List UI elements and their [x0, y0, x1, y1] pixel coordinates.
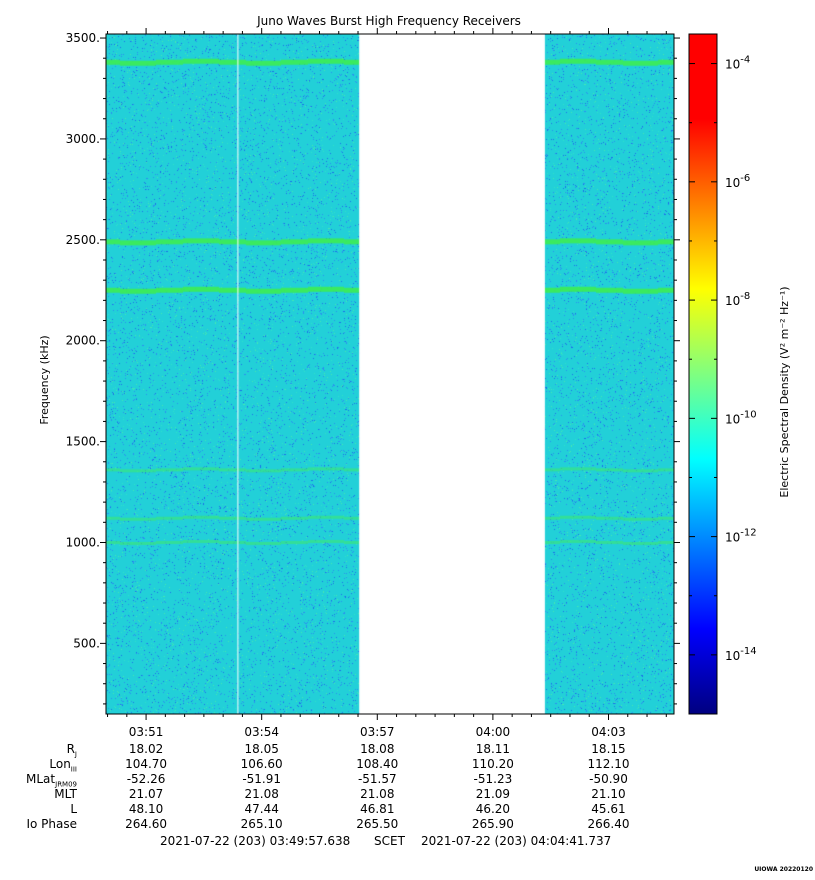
colorbar-label: Electric Spectral Density (V² m⁻² Hz⁻¹)	[778, 286, 791, 497]
chart-title: Juno Waves Burst High Frequency Receiver…	[256, 14, 521, 28]
ephemeris-value: -51.91	[242, 772, 282, 786]
x-axis: 03:51 03:54 03:57 04:00 04:03	[107, 28, 667, 739]
y-tick-label: 500.	[73, 636, 100, 650]
colorbar-axis: 10-4 10-6 10-8 10-10 10-12 10-14	[689, 55, 757, 715]
y-axis-label: Frequency (kHz)	[38, 335, 51, 424]
ephemeris-value: 18.05	[244, 742, 279, 756]
x-tick-label: 03:51	[129, 725, 164, 739]
colorbar	[688, 33, 718, 715]
ephemeris-value: 21.07	[128, 787, 164, 801]
ephemeris-value: 45.61	[591, 802, 626, 816]
x-tick-label: 03:57	[360, 725, 395, 739]
ephemeris-value: -50.90	[589, 772, 628, 786]
ephemeris-value: 108.40	[356, 757, 399, 771]
y-tick-label: 1500.	[66, 435, 100, 449]
ephemeris-value: 21.08	[360, 787, 395, 801]
y-tick-label: 2500.	[66, 233, 100, 247]
ephemeris-value: 265.90	[471, 817, 514, 831]
ephemeris-label: LonIII	[49, 757, 77, 774]
colorbar-tick-label: 10-12	[725, 528, 757, 545]
x-tick-label: 04:03	[591, 725, 626, 739]
y-tick-label: 1000.	[66, 535, 100, 549]
ephemeris-value: 21.10	[591, 787, 626, 801]
y-tick-label: 3000.	[66, 132, 100, 146]
spectrogram-pixels	[106, 34, 674, 714]
x-tick-label: 03:54	[244, 725, 279, 739]
ephemeris-value: 46.81	[360, 802, 395, 816]
ephemeris-value: -51.57	[357, 772, 397, 786]
time-span-end: 2021-07-22 (203) 04:04:41.737	[421, 834, 612, 848]
x-tick-label: 04:00	[476, 725, 511, 739]
colorbar-tick-label: 10-6	[725, 173, 750, 190]
ephemeris-label: MLT	[54, 787, 77, 801]
ephemeris-value: -52.26	[126, 772, 166, 786]
ephemeris-value: 264.60	[125, 817, 168, 831]
ephemeris-label: L	[70, 802, 77, 816]
ephemeris-value: 112.10	[587, 757, 630, 771]
plot-frame	[105, 33, 675, 715]
colorbar-tick-label: 10-4	[725, 55, 750, 72]
time-span-start: 2021-07-22 (203) 03:49:57.638	[160, 834, 351, 848]
ephemeris-value: 46.20	[475, 802, 511, 816]
ephemeris-value: 110.20	[471, 757, 514, 771]
ephemeris-label: MLatJRM09	[26, 772, 77, 789]
ephemeris-label: RJ	[66, 742, 77, 759]
y-tick-label: 2000.	[66, 334, 100, 348]
colorbar-tick-label: 10-14	[725, 646, 757, 663]
time-span-scet: SCET	[374, 834, 405, 848]
ephemeris-value: 265.10	[240, 817, 283, 831]
ephemeris-value: 18.11	[475, 742, 511, 756]
colorbar-tick-label: 10-8	[725, 291, 750, 308]
spectrogram-image	[106, 34, 674, 714]
y-axis: 500. 1000. 1500. 2000. 2500. 3000. 3500.	[66, 31, 680, 705]
ephemeris-value: 18.08	[360, 742, 395, 756]
ephemeris-value: 48.10	[128, 802, 164, 816]
ephemeris-value: -51.23	[473, 772, 513, 786]
ephemeris-value: 21.09	[475, 787, 511, 801]
ephemeris-value: 18.02	[128, 742, 164, 756]
ephemeris-value: 47.44	[244, 802, 279, 816]
ephemeris-value: 106.60	[240, 757, 283, 771]
ephemeris-value: 265.50	[356, 817, 399, 831]
ephemeris-value: 104.70	[125, 757, 168, 771]
ephemeris-label: Io Phase	[26, 817, 77, 831]
ephemeris-value: 266.40	[587, 817, 630, 831]
footer-stamp: UIOWA 20220120	[754, 866, 813, 873]
y-tick-label: 3500.	[66, 31, 100, 45]
ephemeris-value: 18.15	[591, 742, 626, 756]
colorbar-tick-label: 10-10	[725, 409, 757, 426]
ephemeris-value: 21.08	[244, 787, 279, 801]
